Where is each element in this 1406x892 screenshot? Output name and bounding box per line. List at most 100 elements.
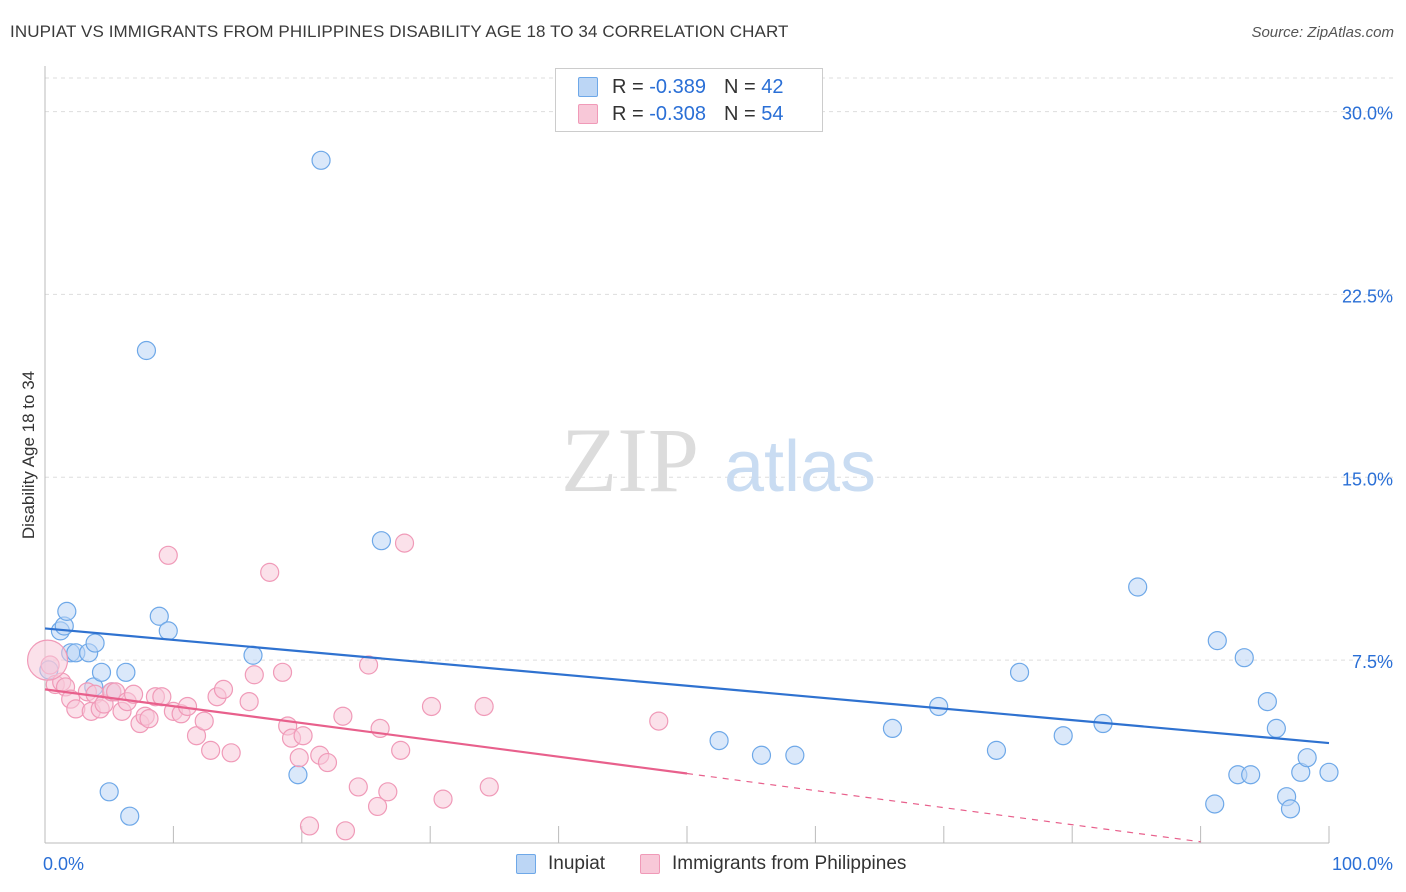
philippines-point [394,533,415,553]
philippines-point [378,782,398,802]
trend-lines [44,627,1330,843]
philippines-point [123,684,144,704]
inupiat-trend-line [44,627,1330,745]
y-tick-label: 15.0% [1342,469,1393,489]
watermark-zip: ZIP [561,409,699,511]
philippines-point [26,639,69,681]
inupiat-point [158,621,178,641]
philippines-legend-swatch [640,854,660,874]
watermark-atlas: atlas [724,427,876,507]
philippines-point [348,777,368,797]
inupiat-point [1257,691,1277,712]
watermark: ZIP atlas [561,409,876,511]
inupiat-point [1297,748,1317,768]
axes [44,66,1330,844]
inupiat-legend-swatch [516,854,536,874]
inupiat-point [91,662,112,682]
inupiat-point [882,718,903,739]
legend-label-inupiat: Inupiat [548,853,606,874]
philippines-point [433,789,453,809]
philippines-point [335,821,356,841]
x-tick-label: 100.0% [1332,854,1393,874]
inupiat-point [1009,662,1030,682]
inupiat-point [149,606,169,626]
inupiat-point [785,745,805,765]
y-tick-label: 7.5% [1352,652,1393,672]
philippines-point [221,743,241,763]
stats-row-philippines: R = -0.308 N = 54 [578,102,783,126]
philippines-trend-extension [686,772,1201,843]
inupiat-point [1234,648,1254,668]
philippines-point [260,562,280,582]
inupiat-swatch [578,77,598,97]
philippines-trend-line [44,688,688,775]
philippines-point [158,545,178,565]
y-tick-label: 30.0% [1342,104,1393,124]
n-value: 42 [761,75,784,98]
tick-labels: 7.5% 15.0% 22.5% 30.0% 0.0% 100.0% [43,104,1393,874]
inupiat-point [57,601,77,621]
philippines-point [421,696,442,717]
philippines-point [272,662,293,682]
philippines-point [244,665,264,685]
inupiat-point [288,765,308,785]
philippines-swatch [578,104,598,124]
x-tick-label: 0.0% [43,854,84,874]
chart-title: INUPIAT VS IMMIGRANTS FROM PHILIPPINES D… [10,22,789,41]
y-axis-label: Disability Age 18 to 34 [19,371,38,539]
philippines-point [479,777,499,797]
philippines-point [293,726,313,746]
inupiat-point [116,662,136,682]
grid-lines [45,77,1393,661]
philippines-point [358,655,379,675]
philippines-point [194,711,214,731]
r-value: -0.389 [649,75,706,98]
philippines-point [367,796,388,817]
n-value: 54 [761,102,784,125]
inupiat-point [1053,726,1073,746]
philippines-point [239,691,259,712]
inupiat-point [85,633,105,653]
inupiat-point [929,696,949,717]
inupiat-point [311,150,331,170]
inupiat-point [1128,577,1148,597]
philippines-point [289,748,309,768]
philippines-point [474,696,494,717]
legend-label-philippines: Immigrants from Philippines [672,853,907,874]
source-credit: Source: ZipAtlas.com [1251,24,1394,41]
inupiat-point [243,645,263,665]
inupiat-point [120,806,140,826]
legend-item-inupiat[interactable]: Inupiat [516,852,605,876]
inupiat-point [1241,765,1261,785]
philippines-point [213,679,234,700]
inupiat-point [1280,799,1301,819]
r-label: R = [612,102,644,125]
philippines-point [391,740,411,760]
inupiat-point [709,730,729,751]
stats-legend: R = -0.389 N = 42 R = -0.308 N = 54 [555,68,823,132]
inupiat-point [751,745,772,765]
philippines-point [333,706,353,726]
n-label: N = [723,75,756,98]
inupiat-point [986,740,1007,760]
r-value: -0.308 [649,102,706,125]
philippines-point [317,752,338,773]
inupiat-point [136,340,157,361]
philippines-point [649,711,669,731]
inupiat-point [1207,631,1227,651]
data-points [26,150,1339,841]
philippines-point [299,816,320,836]
inupiat-point [1205,794,1225,814]
philippines-point [139,709,159,729]
inupiat-point [1319,762,1339,782]
r-label: R = [612,75,644,98]
n-label: N = [723,102,756,125]
philippines-point [201,740,221,760]
y-tick-label: 22.5% [1342,286,1393,306]
stats-row-inupiat: R = -0.389 N = 42 [578,75,783,99]
inupiat-point [1266,718,1286,739]
inupiat-point [371,531,392,551]
inupiat-point [99,782,119,802]
legend-item-philippines[interactable]: Immigrants from Philippines [640,852,906,876]
